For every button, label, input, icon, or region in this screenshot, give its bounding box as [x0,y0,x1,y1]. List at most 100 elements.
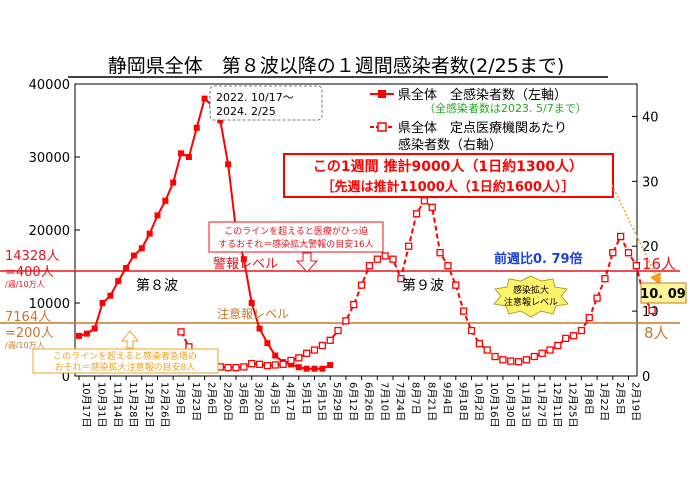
x-tick-label: 3月20日 [253,382,265,421]
series-total-point [319,365,326,372]
series-sentinel-point [554,341,562,350]
series-total-point [303,365,310,372]
series-sentinel-point [279,360,287,368]
caution-right-label: 8人 [644,324,669,342]
series-sentinel-point [514,358,523,366]
legend: 県全体 全感染者数（左軸） （全感染者数は2023. 5/7まで） 県全体 定点… [370,87,587,153]
series-sentinel-point [373,255,381,263]
x-tick-label: 2月20日 [221,382,233,421]
series-total-point [138,245,145,252]
series-sentinel-point [609,249,617,257]
series-total-point [178,150,185,157]
alarm-note-line1: このラインを超えると医療がひっ迫 [224,225,368,237]
series-sentinel-point [499,356,507,364]
alarm-note-box [208,221,384,253]
series-sentinel-point [397,275,405,283]
x-tick-label: 5月15日 [316,382,328,421]
right-tick-label: 30 [642,175,659,190]
x-tick-label: 12月12日 [143,382,155,427]
week-ratio: 前週比0. 79倍 [494,251,583,267]
series-total-point [130,252,137,259]
series-sentinel-point [287,356,295,365]
right-axis: 010203040 [632,110,659,385]
series-total-point [185,154,192,160]
series-sentinel-point [302,349,311,357]
caution-note-line1: このラインを超えると感染者急増の [53,350,197,362]
caution-left-count: 7164人 [5,310,51,325]
summary-this-week: この1週間 推計9000人（1日約1300人） [313,158,583,175]
caution-note-line2: おそれ＝感染拡大注意報の目安8人 [55,361,196,373]
x-tick-label: 9月18日 [457,382,469,421]
series-sentinel-point [475,339,484,348]
x-tick-label: 7月10日 [378,382,390,421]
series-total-point [327,362,334,369]
series-total-point [162,197,169,204]
alarm-level-label: 警報レベル [213,256,278,272]
series-sentinel-point [624,249,633,257]
x-axis: 10月17日 10月31日 11月14日 11月28日 12月12日 12月26日 1月9日… [78,376,642,427]
series-sentinel-point [310,346,319,354]
legend-total-note: （全感染者数は2023. 5/7まで） [424,101,587,115]
left-tick-label: 10000 [29,297,70,312]
period-label-end: 2024. 2/25 [216,105,276,118]
series-total-point [264,340,271,347]
series-sentinel-point [483,346,491,354]
period-box [209,85,323,121]
x-tick-label: 6月26日 [363,382,375,421]
caution-badge-burst [493,275,569,318]
series-sentinel-point [405,242,413,250]
x-tick-label: 10月31日 [96,382,108,427]
series-total-point [217,117,224,124]
x-tick-label: 2月6日 [206,382,218,415]
series-sentinel-point [522,356,531,364]
series-sentinel-point [412,210,421,218]
series-sentinel-point [357,281,366,289]
left-tick-label: 30000 [29,151,70,166]
series-sentinel-point [389,255,397,263]
caution-up-arrow [120,330,140,349]
series-sentinel-point [562,334,570,343]
series-sentinel-point [248,360,256,368]
series-total-point [170,179,177,186]
x-tick-label: 12月26日 [159,382,171,427]
alarm-note-line2: するおそれ＝感染拡大警報の目安16人 [218,238,373,250]
legend-sentinel-label: 県全体 定点医療機関あたり 感染者数（右軸） [398,120,571,153]
alarm-right-label: 16人 [642,255,676,273]
series-sentinel-point [530,352,538,361]
x-tick-label: 11月28日 [127,382,139,427]
series-sentinel-point [617,232,625,241]
series-sentinel-point [491,352,499,361]
series-total-point [311,365,318,372]
series-sentinel-point [420,197,429,205]
x-tick-label: 10月2日 [473,382,485,421]
series-sentinel-point [436,249,444,257]
series-sentinel-point [232,363,240,372]
series-total-point [248,300,255,306]
series-total-point [201,95,208,102]
series-sentinel-point [546,346,554,354]
series-sentinel-point [601,275,609,283]
x-tick-label: 11月14日 [111,382,123,427]
alarm-down-arrow [295,252,319,273]
series-sentinel-point [538,349,546,357]
left-tick-label: 20000 [29,224,70,239]
x-tick-label: 2月19日 [630,382,642,421]
series-sentinel-point [350,300,358,309]
series-total-point [83,330,90,337]
caution-left-unit: /週/10万人 [5,341,45,350]
x-tick-label: 1月22日 [598,382,610,421]
wave9-label: 第９波 [402,277,444,294]
x-tick-label: 4月17日 [284,382,296,421]
alarm-left-unit: /週/10万人 [5,280,45,289]
series-total-point [123,264,130,271]
series-sentinel-point [177,328,185,336]
legend-total-label: 県全体 全感染者数（左軸） [398,87,567,103]
series-total-point [287,361,294,368]
x-tick-label: 5月29日 [331,382,343,421]
x-tick-label: 10月16日 [488,382,500,427]
x-tick-label: 1月9日 [174,382,186,415]
series-total-point [272,352,279,359]
series-sentinel-point [381,252,389,260]
caution-level-label: 注意報レベル [217,306,289,321]
series-sentinel-point [295,354,303,362]
